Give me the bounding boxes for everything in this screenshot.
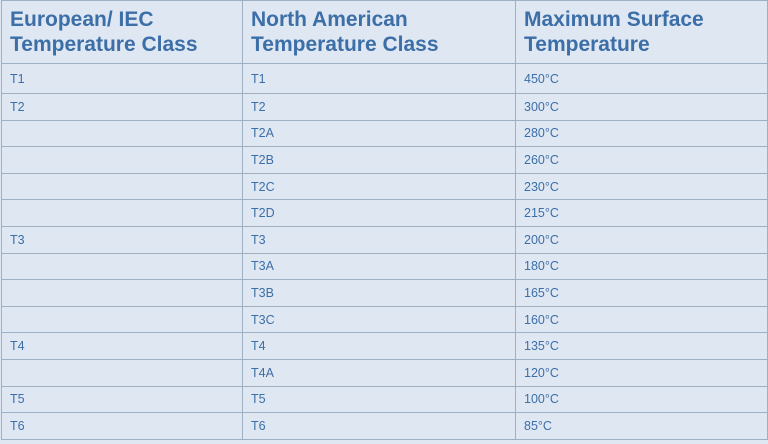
empty-cell bbox=[1, 146, 243, 174]
table-cell: T4 bbox=[242, 332, 516, 360]
header-row: European/ IEC Temperature Class North Ame… bbox=[1, 0, 768, 64]
table-cell: T2 bbox=[242, 93, 516, 121]
empty-cell bbox=[1, 252, 243, 281]
table-cell: 180°C bbox=[515, 252, 768, 281]
table-row: T3B 165°C bbox=[1, 279, 768, 307]
table-cell: T2A bbox=[242, 119, 516, 148]
table-row: T1 T1 450°C bbox=[1, 63, 768, 94]
table-cell: T6 bbox=[242, 412, 516, 440]
empty-cell bbox=[1, 172, 243, 201]
table-cell: 280°C bbox=[515, 119, 768, 148]
table-cell: 200°C bbox=[515, 225, 768, 254]
empty-cell bbox=[1, 358, 243, 387]
table-cell: 120°C bbox=[515, 358, 768, 387]
table-row: T2 T2 300°C bbox=[1, 93, 768, 121]
empty-cell bbox=[1, 305, 243, 334]
table-row: T2D 215°C bbox=[1, 199, 768, 227]
table-cell: T3B bbox=[242, 279, 516, 307]
table-cell: 450°C bbox=[515, 63, 768, 94]
table-row: T5 T5 100°C bbox=[1, 385, 768, 414]
table-row: T4 T4 135°C bbox=[1, 332, 768, 360]
empty-cell bbox=[1, 119, 243, 148]
table-cell: T3C bbox=[242, 305, 516, 334]
table-row: T2A 280°C bbox=[1, 119, 768, 148]
table-cell: T2B bbox=[242, 146, 516, 174]
table-row: T2B 260°C bbox=[1, 146, 768, 174]
table-cell: 100°C bbox=[515, 385, 768, 414]
table-cell: T2D bbox=[242, 199, 516, 227]
empty-cell bbox=[1, 199, 243, 227]
table-row: T6 T6 85°C bbox=[1, 412, 768, 440]
table-row: T3C 160°C bbox=[1, 305, 768, 334]
table-cell: T5 bbox=[242, 385, 516, 414]
table-row: T4A 120°C bbox=[1, 358, 768, 387]
table-row: T2C 230°C bbox=[1, 172, 768, 201]
table-cell: T4A bbox=[242, 358, 516, 387]
header-cell: European/ IEC Temperature Class bbox=[1, 0, 243, 64]
header-cell: North American Temperature Class bbox=[242, 0, 516, 64]
table-cell: 165°C bbox=[515, 279, 768, 307]
table-row: T3A 180°C bbox=[1, 252, 768, 281]
table-cell: 230°C bbox=[515, 172, 768, 201]
table-cell: T3A bbox=[242, 252, 516, 281]
table-cell: 135°C bbox=[515, 332, 768, 360]
table-cell: 160°C bbox=[515, 305, 768, 334]
table-cell: T4 bbox=[1, 332, 243, 360]
table-header: European/ IEC Temperature Class North Ame… bbox=[1, 0, 768, 64]
table-cell: T3 bbox=[1, 225, 243, 254]
table-cell: T5 bbox=[1, 385, 243, 414]
table-cell: T3 bbox=[242, 225, 516, 254]
table-cell: T2C bbox=[242, 172, 516, 201]
table-cell: T2 bbox=[1, 93, 243, 121]
table-row: T3 T3 200°C bbox=[1, 225, 768, 254]
table-body: T1 T1 450°C T2 T2 300°C T2A 280°C T2B 260°C T2C 230… bbox=[1, 63, 768, 440]
table-cell: 85°C bbox=[515, 412, 768, 440]
empty-cell bbox=[1, 279, 243, 307]
table-cell: T1 bbox=[242, 63, 516, 94]
header-cell: Maximum Surface Temperature bbox=[515, 0, 768, 64]
table-cell: T1 bbox=[1, 63, 243, 94]
table-cell: 215°C bbox=[515, 199, 768, 227]
table-cell: T6 bbox=[1, 412, 243, 440]
table-cell: 260°C bbox=[515, 146, 768, 174]
table-cell: 300°C bbox=[515, 93, 768, 121]
